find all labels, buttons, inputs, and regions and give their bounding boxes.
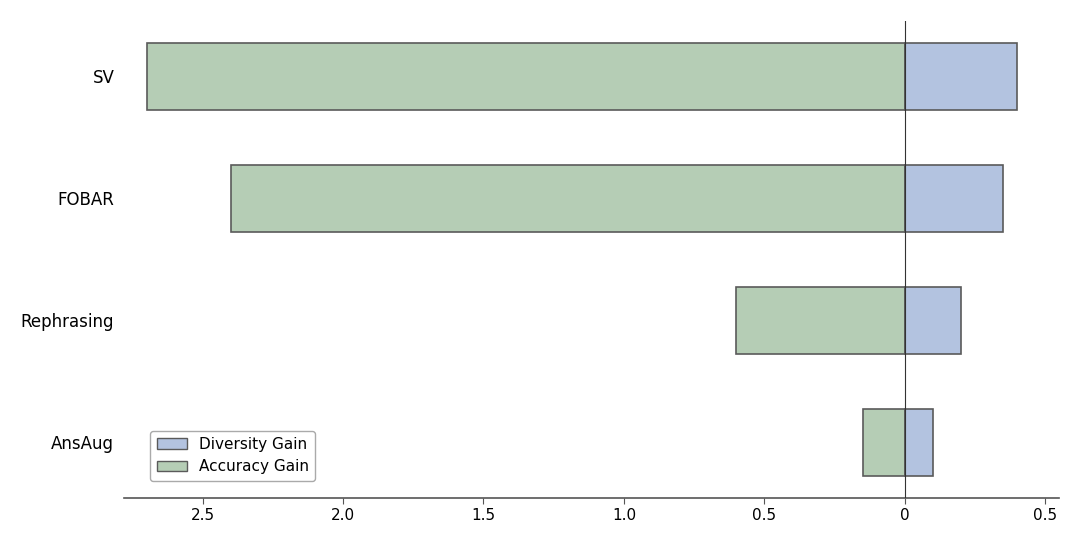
Legend: Diversity Gain, Accuracy Gain: Diversity Gain, Accuracy Gain — [150, 431, 315, 480]
Bar — [905, 409, 933, 476]
Bar — [737, 287, 905, 354]
Bar — [905, 287, 961, 354]
Bar — [147, 42, 905, 110]
Bar — [905, 42, 1017, 110]
Bar — [231, 165, 905, 232]
Bar — [863, 409, 905, 476]
Bar — [905, 165, 1003, 232]
